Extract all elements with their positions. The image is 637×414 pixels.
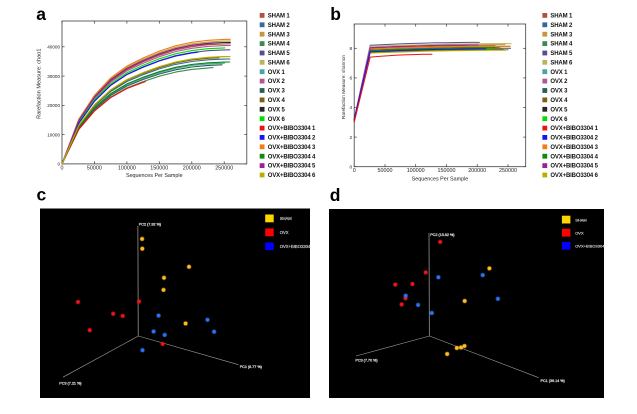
svg-text:OVX+BIBO3304 2: OVX+BIBO3304 2 xyxy=(268,136,316,142)
svg-text:OVX 4: OVX 4 xyxy=(550,98,568,104)
svg-text:a: a xyxy=(36,4,46,24)
svg-text:200000: 200000 xyxy=(468,168,486,174)
svg-text:6: 6 xyxy=(350,76,353,82)
svg-text:SHAM 2: SHAM 2 xyxy=(550,23,573,29)
svg-text:OVX 5: OVX 5 xyxy=(268,107,286,113)
svg-text:OVX 1: OVX 1 xyxy=(550,70,568,76)
svg-text:PC2 (7.92 %): PC2 (7.92 %) xyxy=(139,223,162,227)
svg-text:SHAM 1: SHAM 1 xyxy=(268,14,291,20)
svg-text:OVX: OVX xyxy=(280,230,289,235)
svg-text:30000: 30000 xyxy=(47,74,60,79)
svg-text:SHAM 3: SHAM 3 xyxy=(550,32,573,38)
svg-text:150000: 150000 xyxy=(150,165,168,171)
svg-text:OVX+BIBO3304 3: OVX+BIBO3304 3 xyxy=(268,145,316,151)
svg-text:OVX: OVX xyxy=(575,230,584,235)
svg-text:SHAM 4: SHAM 4 xyxy=(268,42,291,48)
svg-text:OVX+BIBO3304 5: OVX+BIBO3304 5 xyxy=(268,164,316,170)
svg-text:OVX 2: OVX 2 xyxy=(550,79,568,85)
svg-text:OVX+BIBO3304 6: OVX+BIBO3304 6 xyxy=(550,173,598,179)
svg-text:OVX 6: OVX 6 xyxy=(268,117,286,123)
svg-text:10000: 10000 xyxy=(47,132,60,137)
svg-text:PC1 (8.77 %): PC1 (8.77 %) xyxy=(240,365,263,369)
svg-text:20000: 20000 xyxy=(47,103,60,108)
svg-text:200000: 200000 xyxy=(183,165,201,171)
svg-text:OVX 2: OVX 2 xyxy=(268,79,286,85)
svg-text:OVX+BIBO3304 5: OVX+BIBO3304 5 xyxy=(550,164,598,170)
svg-text:OVX 5: OVX 5 xyxy=(550,107,568,113)
svg-text:0: 0 xyxy=(57,162,60,167)
svg-text:OVX 3: OVX 3 xyxy=(268,89,286,95)
svg-text:OVX+BIBO3304 1: OVX+BIBO3304 1 xyxy=(268,126,316,132)
svg-text:SHAM 3: SHAM 3 xyxy=(268,32,291,38)
svg-text:PC1 (39.14 %): PC1 (39.14 %) xyxy=(541,379,566,383)
svg-text:0: 0 xyxy=(350,164,353,170)
svg-text:100000: 100000 xyxy=(118,165,136,171)
svg-text:OVX+BIBO3304: OVX+BIBO3304 xyxy=(575,244,605,249)
svg-text:2: 2 xyxy=(350,135,353,141)
svg-text:OVX+BIBO3304 2: OVX+BIBO3304 2 xyxy=(550,136,598,142)
svg-text:SHAM: SHAM xyxy=(280,216,293,221)
svg-text:OVX+BIBO3304 4: OVX+BIBO3304 4 xyxy=(550,154,598,160)
svg-text:SHAM: SHAM xyxy=(575,217,587,222)
svg-text:OVX+BIBO3304: OVX+BIBO3304 xyxy=(280,244,311,249)
svg-text:c: c xyxy=(37,185,47,205)
svg-text:0: 0 xyxy=(353,168,356,174)
svg-text:50000: 50000 xyxy=(87,165,102,171)
svg-text:SHAM 1: SHAM 1 xyxy=(550,14,573,20)
svg-text:OVX+BIBO3304 6: OVX+BIBO3304 6 xyxy=(268,173,316,179)
svg-text:Rarefaction Measure: chao1: Rarefaction Measure: chao1 xyxy=(37,49,43,119)
svg-text:PC3 (7.70 %): PC3 (7.70 %) xyxy=(355,359,378,363)
svg-text:150000: 150000 xyxy=(438,168,456,174)
svg-text:0: 0 xyxy=(61,165,64,171)
svg-text:100000: 100000 xyxy=(407,168,425,174)
svg-text:Sequences Per Sample: Sequences Per Sample xyxy=(126,173,183,179)
svg-text:50000: 50000 xyxy=(378,168,393,174)
svg-text:Rarefaction Measure: shannon: Rarefaction Measure: shannon xyxy=(341,55,346,119)
svg-text:SHAM 4: SHAM 4 xyxy=(550,42,573,48)
svg-text:Sequences Per Sample: Sequences Per Sample xyxy=(412,176,469,182)
svg-text:4: 4 xyxy=(350,105,353,111)
svg-text:SHAM 6: SHAM 6 xyxy=(268,60,291,66)
svg-text:b: b xyxy=(330,4,341,24)
svg-text:OVX+BIBO3304 1: OVX+BIBO3304 1 xyxy=(550,126,598,132)
svg-text:SHAM 5: SHAM 5 xyxy=(268,51,291,57)
svg-text:PC3 (7.21 %): PC3 (7.21 %) xyxy=(59,381,82,385)
svg-text:OVX+BIBO3304 4: OVX+BIBO3304 4 xyxy=(268,154,316,160)
svg-text:d: d xyxy=(330,185,341,205)
svg-text:OVX+BIBO3304 3: OVX+BIBO3304 3 xyxy=(550,145,598,151)
svg-text:SHAM 6: SHAM 6 xyxy=(550,60,573,66)
svg-text:OVX 4: OVX 4 xyxy=(268,98,286,104)
svg-text:OVX 1: OVX 1 xyxy=(268,70,286,76)
svg-text:OVX 3: OVX 3 xyxy=(550,89,568,95)
svg-text:OVX 6: OVX 6 xyxy=(550,117,568,123)
svg-text:SHAM 5: SHAM 5 xyxy=(550,51,573,57)
svg-text:40000: 40000 xyxy=(47,45,60,50)
svg-text:250000: 250000 xyxy=(215,165,233,171)
svg-text:250000: 250000 xyxy=(499,168,517,174)
svg-text:SHAM 2: SHAM 2 xyxy=(268,23,291,29)
svg-text:PC2 (15.82 %): PC2 (15.82 %) xyxy=(430,233,455,237)
svg-text:8: 8 xyxy=(350,46,353,52)
